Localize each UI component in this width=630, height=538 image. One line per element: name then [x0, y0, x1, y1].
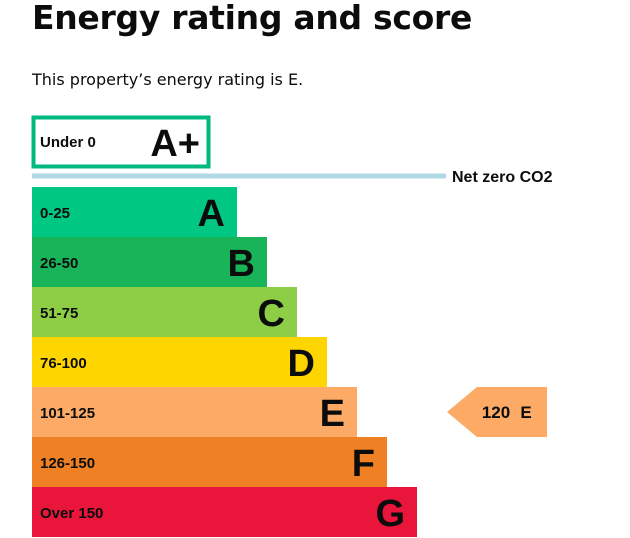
- band-d-range: 76-100: [40, 355, 87, 372]
- band-b-bar: [32, 237, 267, 287]
- band-f-bar: [32, 437, 387, 487]
- band-c-letter: C: [258, 293, 285, 335]
- band-c-bar: [32, 287, 297, 337]
- current-rating-score: 120: [482, 403, 510, 422]
- page-title: Energy rating and score: [32, 0, 473, 37]
- band-a-plus-bar: [31, 115, 211, 169]
- band-d-bar: [32, 337, 327, 387]
- net-zero-label: Net zero CO2: [452, 169, 553, 186]
- band-f-letter: F: [352, 443, 375, 485]
- current-rating-letter: E: [520, 403, 531, 422]
- band-e-range: 101-125: [40, 405, 95, 422]
- band-c-range: 51-75: [40, 305, 78, 322]
- band-g-letter: G: [375, 493, 405, 535]
- band-a-plus-letter: A+: [150, 123, 200, 165]
- band-a-letter: A: [198, 193, 225, 235]
- band-f-range: 126-150: [40, 455, 95, 472]
- current-rating-arrow: [447, 387, 547, 437]
- band-e-bar: [32, 387, 357, 437]
- band-g-bar: [32, 487, 417, 537]
- band-e-letter: E: [320, 393, 345, 435]
- band-a-plus-range: Under 0: [40, 134, 96, 151]
- band-g-range: Over 150: [40, 505, 103, 522]
- band-a-range: 0-25: [40, 205, 70, 222]
- band-b-letter: B: [228, 243, 255, 285]
- band-b-range: 26-50: [40, 255, 78, 272]
- rating-summary: This property’s energy rating is E.: [32, 70, 304, 89]
- band-a-bar: [32, 187, 237, 237]
- band-d-letter: D: [288, 343, 315, 385]
